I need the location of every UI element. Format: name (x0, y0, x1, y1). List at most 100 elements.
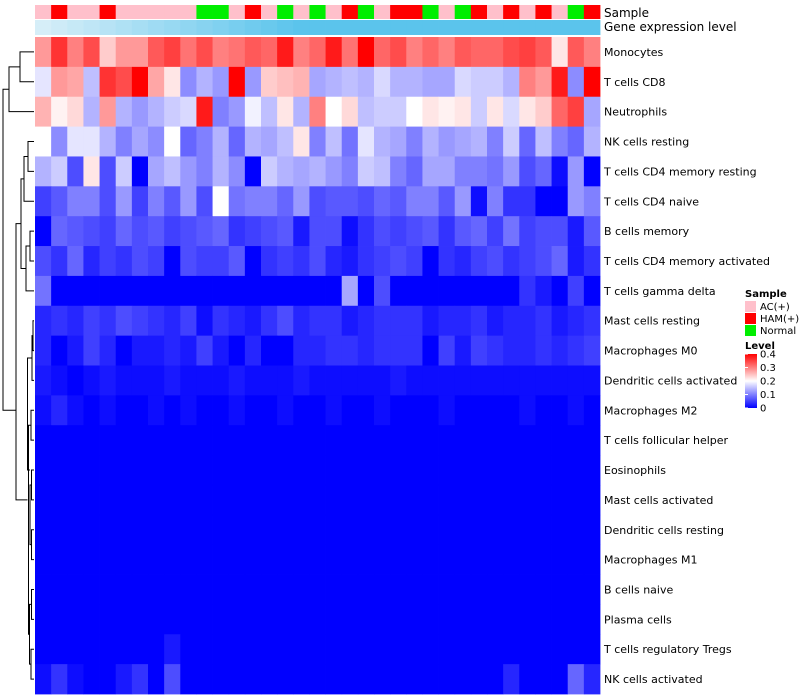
heatmap-cell (83, 395, 100, 426)
heatmap-cell (535, 664, 552, 695)
sample-annotation-cell (115, 5, 133, 19)
heatmap-cell (390, 484, 407, 516)
heatmap-cell (131, 574, 149, 605)
heatmap-cell (438, 574, 456, 605)
heatmap-cell (244, 455, 262, 486)
heatmap-cell (99, 395, 117, 426)
heatmap-cell (535, 544, 552, 575)
heatmap-cell (438, 156, 456, 187)
sample-annotation-cell (583, 5, 601, 19)
heatmap-cell (406, 574, 423, 605)
heatmap-cell (309, 156, 326, 187)
heatmap-cell (244, 484, 262, 516)
heatmap-cell (583, 484, 601, 516)
heatmap-cell (212, 126, 230, 157)
heatmap-cell (487, 514, 504, 546)
heatmap-cells (35, 37, 601, 695)
row-label: Mast cells activated (604, 494, 713, 507)
heatmap-cell (67, 604, 84, 635)
expression-annotation-cell (535, 20, 552, 35)
heatmap-cell (244, 544, 262, 575)
heatmap-cell (438, 484, 456, 516)
heatmap-cell (438, 186, 456, 217)
heatmap-cell (228, 156, 246, 187)
sample-annotation-cell (164, 5, 181, 19)
heatmap-cell (309, 186, 326, 217)
heatmap-cell (148, 544, 165, 575)
heatmap-cell (567, 574, 585, 605)
heatmap-cell (309, 96, 326, 127)
heatmap-cell (470, 37, 488, 68)
heatmap-cell (261, 126, 278, 157)
heatmap-cell (567, 365, 585, 396)
sample-annotation-cell (325, 5, 343, 19)
heatmap-cell (503, 425, 520, 456)
heatmap-cell (341, 484, 359, 516)
heatmap-cell (390, 455, 407, 486)
expression-annotation-cell (293, 20, 310, 35)
heatmap-cell (293, 484, 310, 516)
row-label: Macrophages M0 (604, 345, 697, 358)
heatmap-cell (583, 335, 601, 366)
heatmap-cell (551, 335, 569, 366)
heatmap-cell (551, 544, 569, 575)
heatmap-cell (567, 425, 585, 456)
heatmap-cell (454, 186, 472, 217)
heatmap-cell (438, 604, 456, 635)
heatmap-cell (99, 335, 117, 366)
heatmap-cell (406, 425, 423, 456)
heatmap-cell (261, 365, 278, 396)
heatmap-cell (470, 66, 488, 98)
heatmap-cell (390, 514, 407, 546)
heatmap-cell (341, 425, 359, 456)
heatmap-cell (35, 664, 52, 695)
heatmap-cell (228, 544, 246, 575)
heatmap-cell (454, 156, 472, 187)
heatmap-cell (277, 484, 294, 516)
heatmap-cell (180, 305, 197, 337)
heatmap-cell (51, 395, 68, 426)
heatmap-cell (390, 66, 407, 98)
heatmap-cell (357, 425, 375, 456)
heatmap-cell (83, 365, 100, 396)
heatmap-cell (519, 156, 536, 187)
heatmap-cell (406, 335, 423, 366)
heatmap-cell (180, 484, 197, 516)
heatmap-cell (567, 246, 585, 277)
heatmap-cell (67, 365, 84, 396)
heatmap-cell (454, 305, 472, 337)
heatmap-cell (551, 604, 569, 635)
heatmap-cell (196, 246, 213, 277)
heatmap-cell (535, 574, 552, 605)
heatmap-cell (83, 96, 100, 127)
heatmap-cell (293, 365, 310, 396)
heatmap-cell (196, 96, 213, 127)
heatmap-cell (293, 186, 310, 217)
heatmap-cell (261, 186, 278, 217)
sample-annotation-cell (212, 5, 230, 19)
heatmap-cell (357, 246, 375, 277)
heatmap-cell (551, 365, 569, 396)
heatmap-cell (212, 455, 230, 486)
heatmap-cell (244, 395, 262, 426)
heatmap-cell (357, 514, 375, 546)
heatmap-cell (244, 96, 262, 127)
heatmap-cell (406, 66, 423, 98)
row-label: NK cells resting (604, 136, 689, 149)
heatmap-cell (438, 335, 456, 366)
heatmap-cell (212, 574, 230, 605)
heatmap-cell (261, 574, 278, 605)
expression-annotation-cell (422, 20, 439, 35)
heatmap-cell (67, 126, 84, 157)
heatmap-cell (583, 37, 601, 68)
heatmap-cell (164, 664, 181, 695)
heatmap-cell (519, 395, 536, 426)
heatmap-cell (148, 96, 165, 127)
heatmap-cell (438, 275, 456, 307)
heatmap-cell (228, 365, 246, 396)
heatmap-cell (148, 484, 165, 516)
heatmap-cell (454, 484, 472, 516)
heatmap-cell (180, 186, 197, 217)
heatmap-cell (438, 96, 456, 127)
heatmap-cell (470, 664, 488, 695)
